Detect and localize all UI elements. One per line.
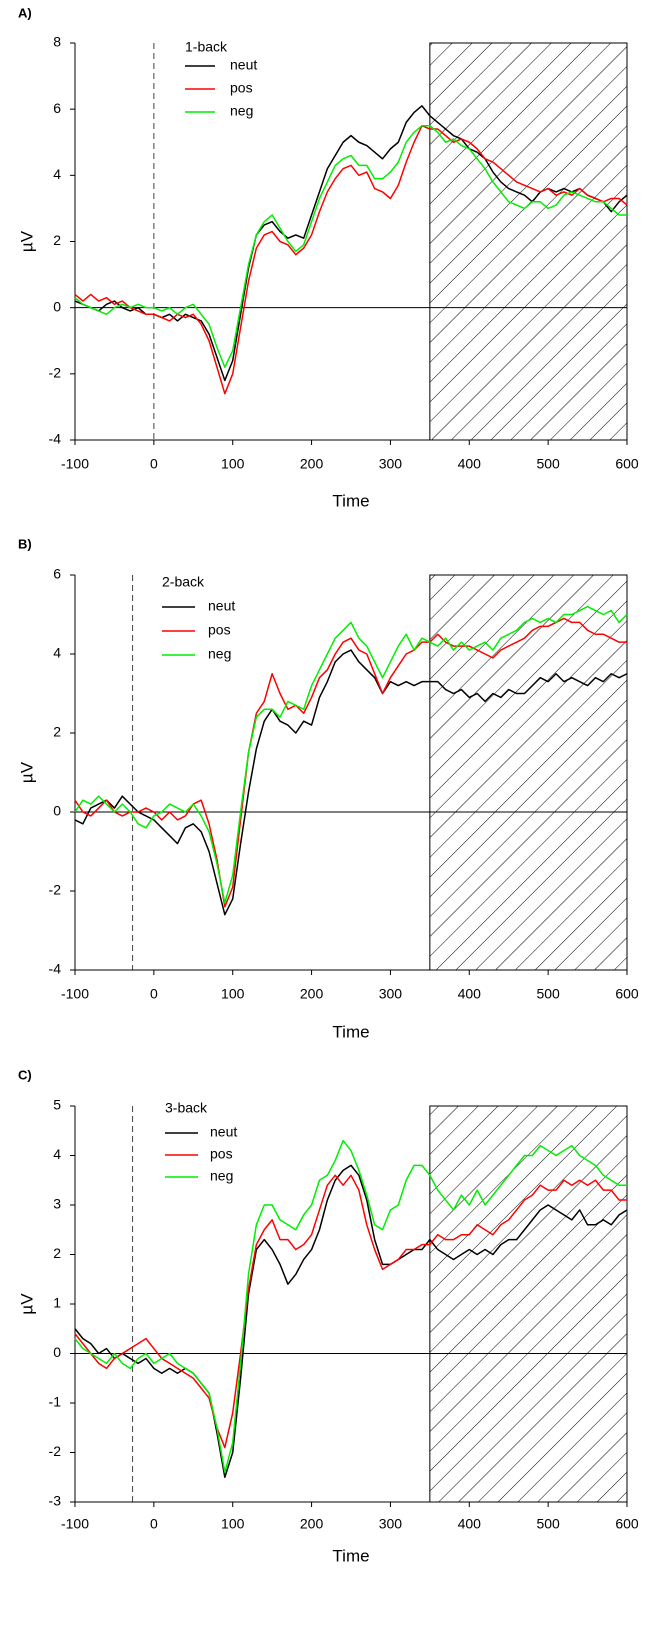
x-tick-label: -100	[61, 1516, 89, 1532]
series-line	[74, 105, 628, 382]
x-tick-label: 0	[150, 456, 158, 472]
series-line	[74, 617, 627, 908]
y-tick-label: 0	[53, 298, 61, 314]
x-tick-label: 500	[536, 986, 560, 1002]
x-tick-label: 200	[300, 1516, 324, 1532]
y-tick-label: 0	[53, 1344, 61, 1360]
y-tick-label: 8	[53, 34, 61, 50]
y-tick-label: 1	[53, 1295, 61, 1311]
y-tick-label: 6	[53, 100, 61, 116]
y-tick-label: -2	[49, 882, 62, 898]
series-line	[74, 649, 628, 916]
x-tick-label: -100	[61, 986, 89, 1002]
y-axis-label: µV	[17, 761, 36, 783]
legend-label: pos	[210, 1146, 233, 1162]
y-tick-label: 4	[53, 645, 61, 661]
x-axis-label: Time	[332, 491, 369, 510]
x-tick-label: 300	[379, 456, 403, 472]
y-tick-label: -4	[49, 961, 62, 977]
x-tick-label: 600	[615, 456, 639, 472]
x-tick-label: 100	[221, 986, 245, 1002]
shaded-window	[429, 1105, 628, 1503]
x-axis-label: Time	[332, 1022, 369, 1041]
panel-label: C)	[18, 1067, 32, 1082]
panel-label: A)	[18, 5, 32, 20]
legend-title: 2-back	[162, 574, 205, 590]
x-tick-label: 0	[150, 1516, 158, 1532]
y-axis-label: µV	[17, 1293, 36, 1315]
legend-label: neut	[230, 57, 257, 73]
x-tick-label: 200	[300, 456, 324, 472]
legend-label: pos	[208, 622, 231, 638]
x-tick-label: -100	[61, 456, 89, 472]
y-tick-label: -4	[49, 431, 62, 447]
y-tick-label: 4	[53, 1146, 61, 1162]
y-tick-label: 5	[53, 1097, 61, 1113]
x-tick-label: 500	[536, 456, 560, 472]
y-tick-label: -3	[49, 1493, 62, 1509]
x-tick-label: 100	[221, 1516, 245, 1532]
legend-label: neut	[208, 598, 235, 614]
x-tick-label: 400	[458, 1516, 482, 1532]
legend-label: pos	[230, 80, 253, 96]
x-tick-label: 300	[379, 1516, 403, 1532]
x-tick-label: 300	[379, 986, 403, 1002]
y-tick-label: 2	[53, 724, 61, 740]
x-tick-label: 600	[615, 986, 639, 1002]
y-tick-label: 3	[53, 1196, 61, 1212]
y-tick-label: 4	[53, 166, 61, 182]
y-tick-label: -2	[49, 1443, 62, 1459]
series-line	[74, 1164, 628, 1478]
legend-label: neg	[208, 646, 231, 662]
x-axis-label: Time	[332, 1546, 369, 1565]
y-tick-label: 6	[53, 566, 61, 582]
series-line	[74, 124, 628, 395]
series-line	[74, 1174, 627, 1449]
legend-label: neg	[210, 1168, 233, 1184]
legend-title: 1-back	[185, 39, 228, 55]
y-tick-label: -2	[49, 365, 62, 381]
series-line	[74, 124, 627, 368]
shaded-window	[429, 574, 628, 971]
x-tick-label: 500	[536, 1516, 560, 1532]
legend-label: neut	[210, 1124, 237, 1140]
y-tick-label: -1	[49, 1394, 62, 1410]
legend-label: neg	[230, 103, 253, 119]
x-tick-label: 0	[150, 986, 158, 1002]
x-tick-label: 200	[300, 986, 324, 1002]
x-tick-label: 100	[221, 456, 245, 472]
shaded-window	[429, 42, 628, 441]
y-tick-label: 0	[53, 803, 61, 819]
legend-title: 3-back	[165, 1100, 208, 1116]
y-axis-label: µV	[17, 230, 36, 252]
y-tick-label: 2	[53, 232, 61, 248]
series-line	[74, 605, 628, 904]
x-tick-label: 400	[458, 986, 482, 1002]
y-tick-label: 2	[53, 1245, 61, 1261]
x-tick-label: 400	[458, 456, 482, 472]
panel-label: B)	[18, 536, 32, 551]
series-line	[74, 1139, 627, 1474]
x-tick-label: 600	[615, 1516, 639, 1532]
